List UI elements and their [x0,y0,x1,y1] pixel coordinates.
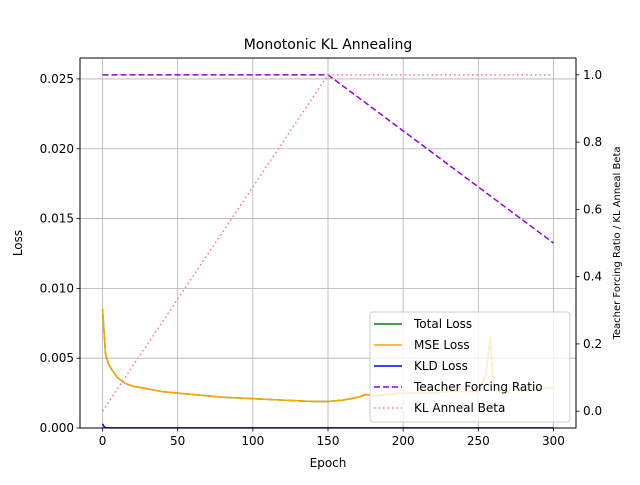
x-tick-label: 250 [467,434,490,448]
x-tick-label: 0 [99,434,107,448]
chart-title: Monotonic KL Annealing [244,37,413,53]
x-tick-label: 300 [542,434,565,448]
legend-label: KL Anneal Beta [414,401,505,415]
y-axis-left: 0.000 0.005 0.010 0.015 0.020 0.025 [40,72,80,435]
series-line-teacher-forcing-ratio [102,74,554,244]
y-axis-right: 0.0 0.2 0.4 0.6 0.8 1.0 [576,68,602,418]
legend-label: Total Loss [413,317,472,331]
y2-tick-label: 0.0 [583,404,602,418]
y-tick-label: 0.005 [40,351,74,365]
y2-tick-label: 0.2 [583,337,602,351]
x-axis: 0 50 100 150 200 250 300 [99,428,565,448]
legend: Total Loss MSE Loss KLD Loss Teacher Forcin… [369,311,571,423]
y2-tick-label: 1.0 [583,68,602,82]
x-tick-label: 100 [241,434,264,448]
x-axis-label: Epoch [310,456,347,470]
legend-label: Teacher Forcing Ratio [413,380,543,394]
y2-axis-label: Teacher Forcing Ratio / KL Anneal Beta [612,146,623,340]
legend-label: MSE Loss [414,338,470,352]
x-tick-label: 200 [392,434,415,448]
y2-tick-label: 0.8 [583,135,602,149]
legend-box [369,311,571,423]
y-tick-label: 0.000 [40,421,74,435]
x-tick-label: 50 [170,434,185,448]
y-tick-label: 0.015 [40,212,74,226]
y-tick-label: 0.020 [40,142,74,156]
legend-label: KLD Loss [414,359,468,373]
y-tick-label: 0.010 [40,281,74,295]
y2-tick-label: 0.4 [583,270,602,284]
x-tick-label: 150 [317,434,340,448]
y-tick-label: 0.025 [40,72,74,86]
y2-tick-label: 0.6 [583,202,602,216]
y-axis-label: Loss [11,230,25,256]
